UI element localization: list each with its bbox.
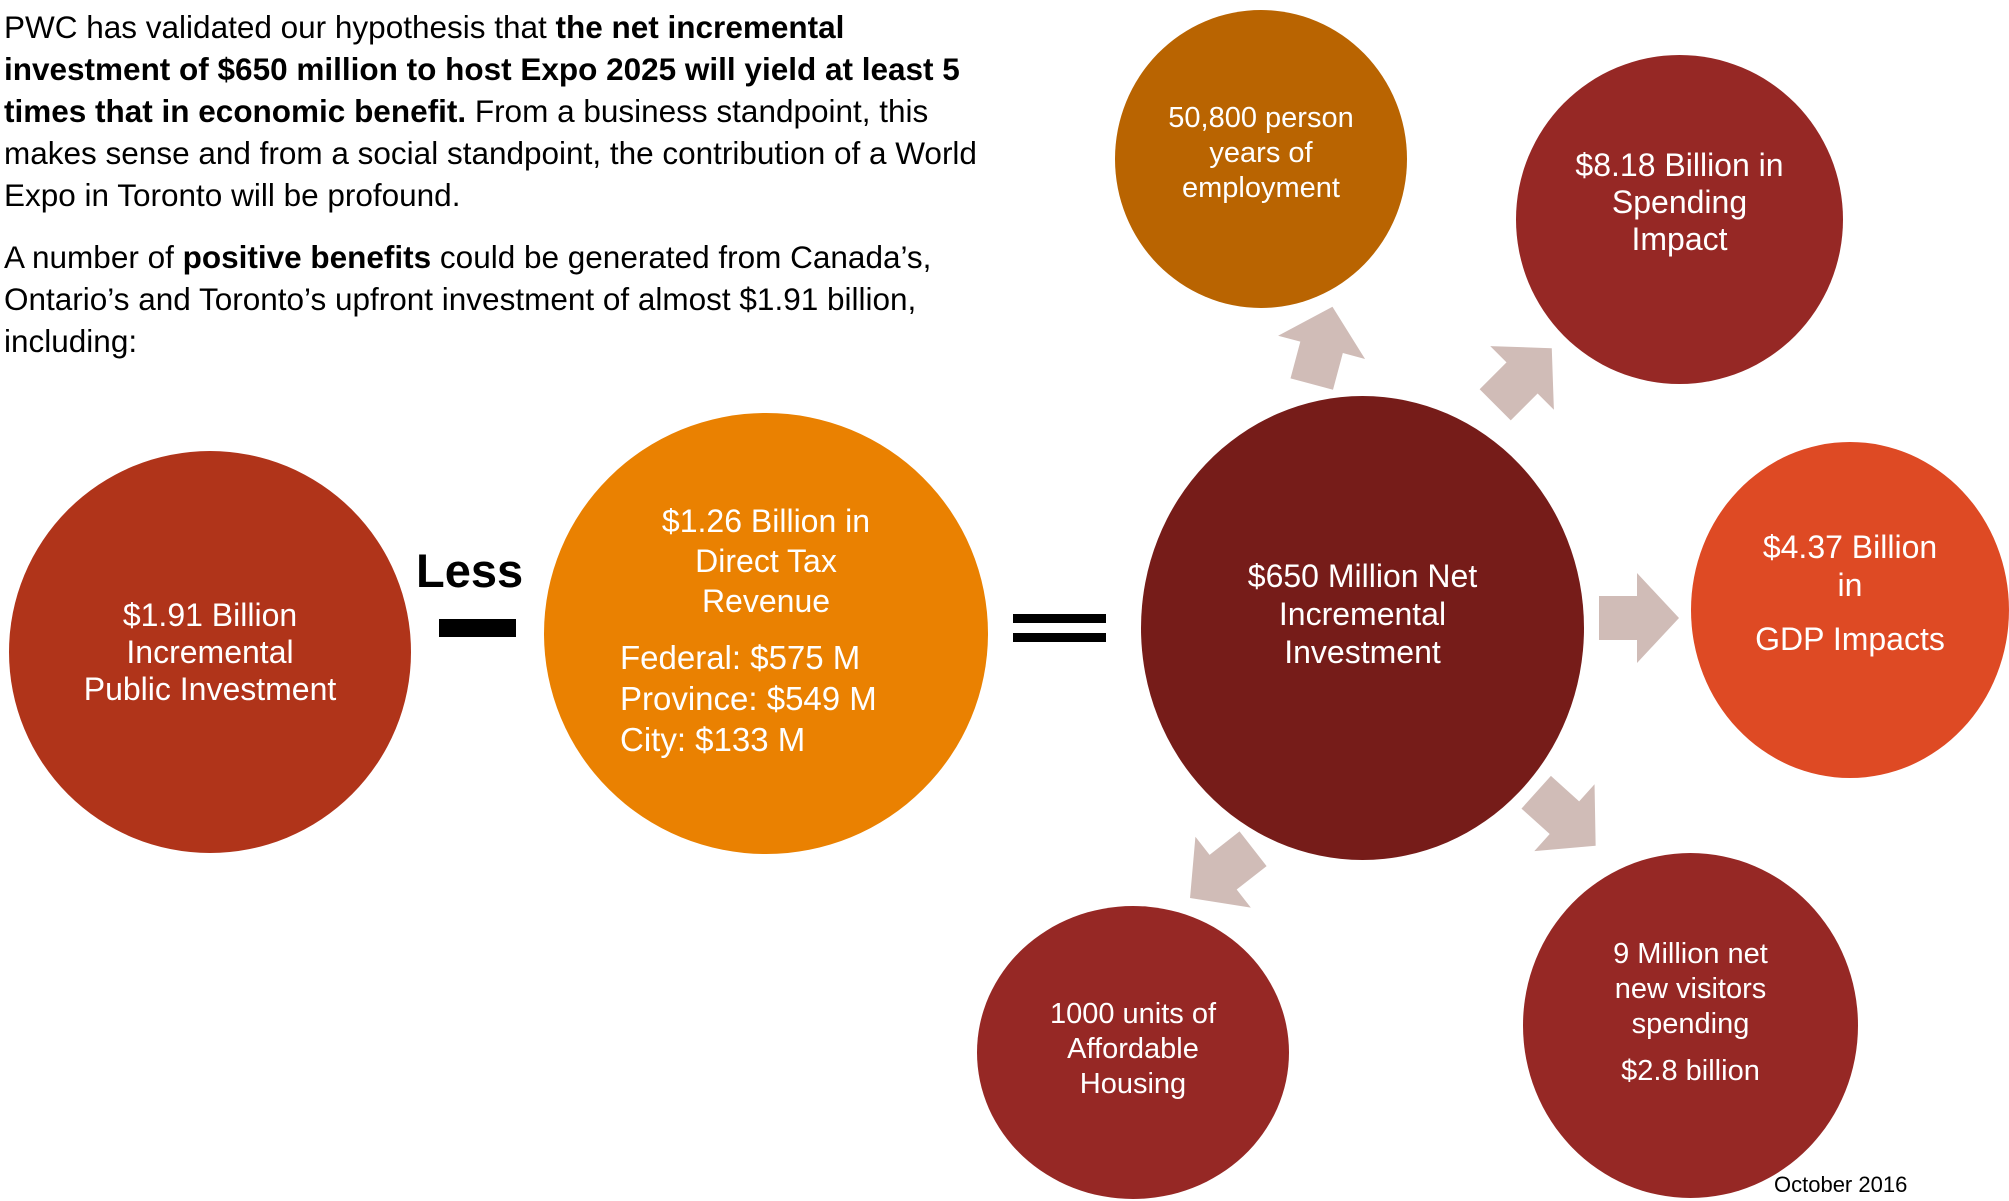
public-investment-label: $1.91 Billion Incremental Public Investm…: [83, 596, 337, 707]
visitors-spending-amount: $2.8 billion: [1621, 1054, 1760, 1087]
employment-label: 50,800 person years of employment: [1168, 101, 1354, 204]
equals-sign-top-bar: [1013, 614, 1106, 623]
arrow-to-gdp: [1599, 573, 1679, 663]
affordable-housing-circle: 1000 units of Affordable Housing: [977, 906, 1289, 1199]
spending-impact-label: $8.18 Billion in Spending Impact: [1575, 147, 1784, 257]
visitors-label: 9 Million net new visitors spending: [1613, 937, 1768, 1040]
intro-paragraph-1: PWC has validated our hypothesis that th…: [4, 6, 989, 216]
tax-revenue-title: $1.26 Billion in Direct Tax Revenue: [661, 503, 871, 619]
intro-paragraph-2: A number of positive benefits could be g…: [4, 236, 989, 362]
intro-p2-start: A number of: [4, 239, 183, 275]
intro-p1-bold: the net incremental investment of $650 m…: [4, 9, 960, 129]
tax-province: Province: $549 M: [620, 680, 877, 717]
public-investment-circle: $1.91 Billion Incremental Public Investm…: [9, 451, 411, 853]
intro-text: PWC has validated our hypothesis that th…: [4, 6, 989, 362]
tax-federal: Federal: $575 M: [620, 639, 861, 676]
gdp-impact-label-bottom: GDP Impacts: [1755, 621, 1945, 657]
intro-p1-start: PWC has validated our hypothesis that: [4, 9, 556, 45]
footer-date: October 2016: [1774, 1172, 1908, 1197]
tax-revenue-circle: $1.26 Billion in Direct Tax Revenue Fede…: [544, 413, 988, 854]
tax-revenue-breakdown: Federal: $575 M Province: $549 M City: $…: [620, 637, 877, 760]
equals-sign-bottom-bar: [1013, 633, 1106, 642]
net-investment-circle: $650 Million Net Incremental Investment: [1141, 396, 1584, 860]
arrow-to-housing: [1190, 831, 1267, 908]
affordable-housing-label: 1000 units of Affordable Housing: [1049, 998, 1217, 1100]
arrow-to-employment: [1278, 306, 1366, 390]
spending-impact-circle: $8.18 Billion in Spending Impact: [1516, 55, 1843, 384]
arrow-to-visitors: [1521, 775, 1596, 852]
intro-p1-end: From a business standpoint, this makes s…: [4, 93, 977, 213]
intro-p2-end: could be generated from Canada’s, Ontari…: [4, 239, 932, 359]
gdp-impact-label-top: $4.37 Billion in: [1762, 529, 1938, 603]
net-investment-label: $650 Million Net Incremental Investment: [1247, 558, 1478, 670]
visitors-circle: 9 Million net new visitors spending $2.8…: [1523, 853, 1858, 1198]
employment-circle: 50,800 person years of employment: [1115, 10, 1407, 308]
minus-sign: [439, 619, 516, 637]
tax-city: City: $133 M: [620, 721, 806, 758]
intro-p2-bold: positive benefits: [182, 239, 432, 275]
gdp-impact-circle: $4.37 Billion in GDP Impacts: [1691, 442, 2009, 778]
arrow-to-spending: [1479, 346, 1554, 421]
less-label: Less: [416, 544, 524, 597]
